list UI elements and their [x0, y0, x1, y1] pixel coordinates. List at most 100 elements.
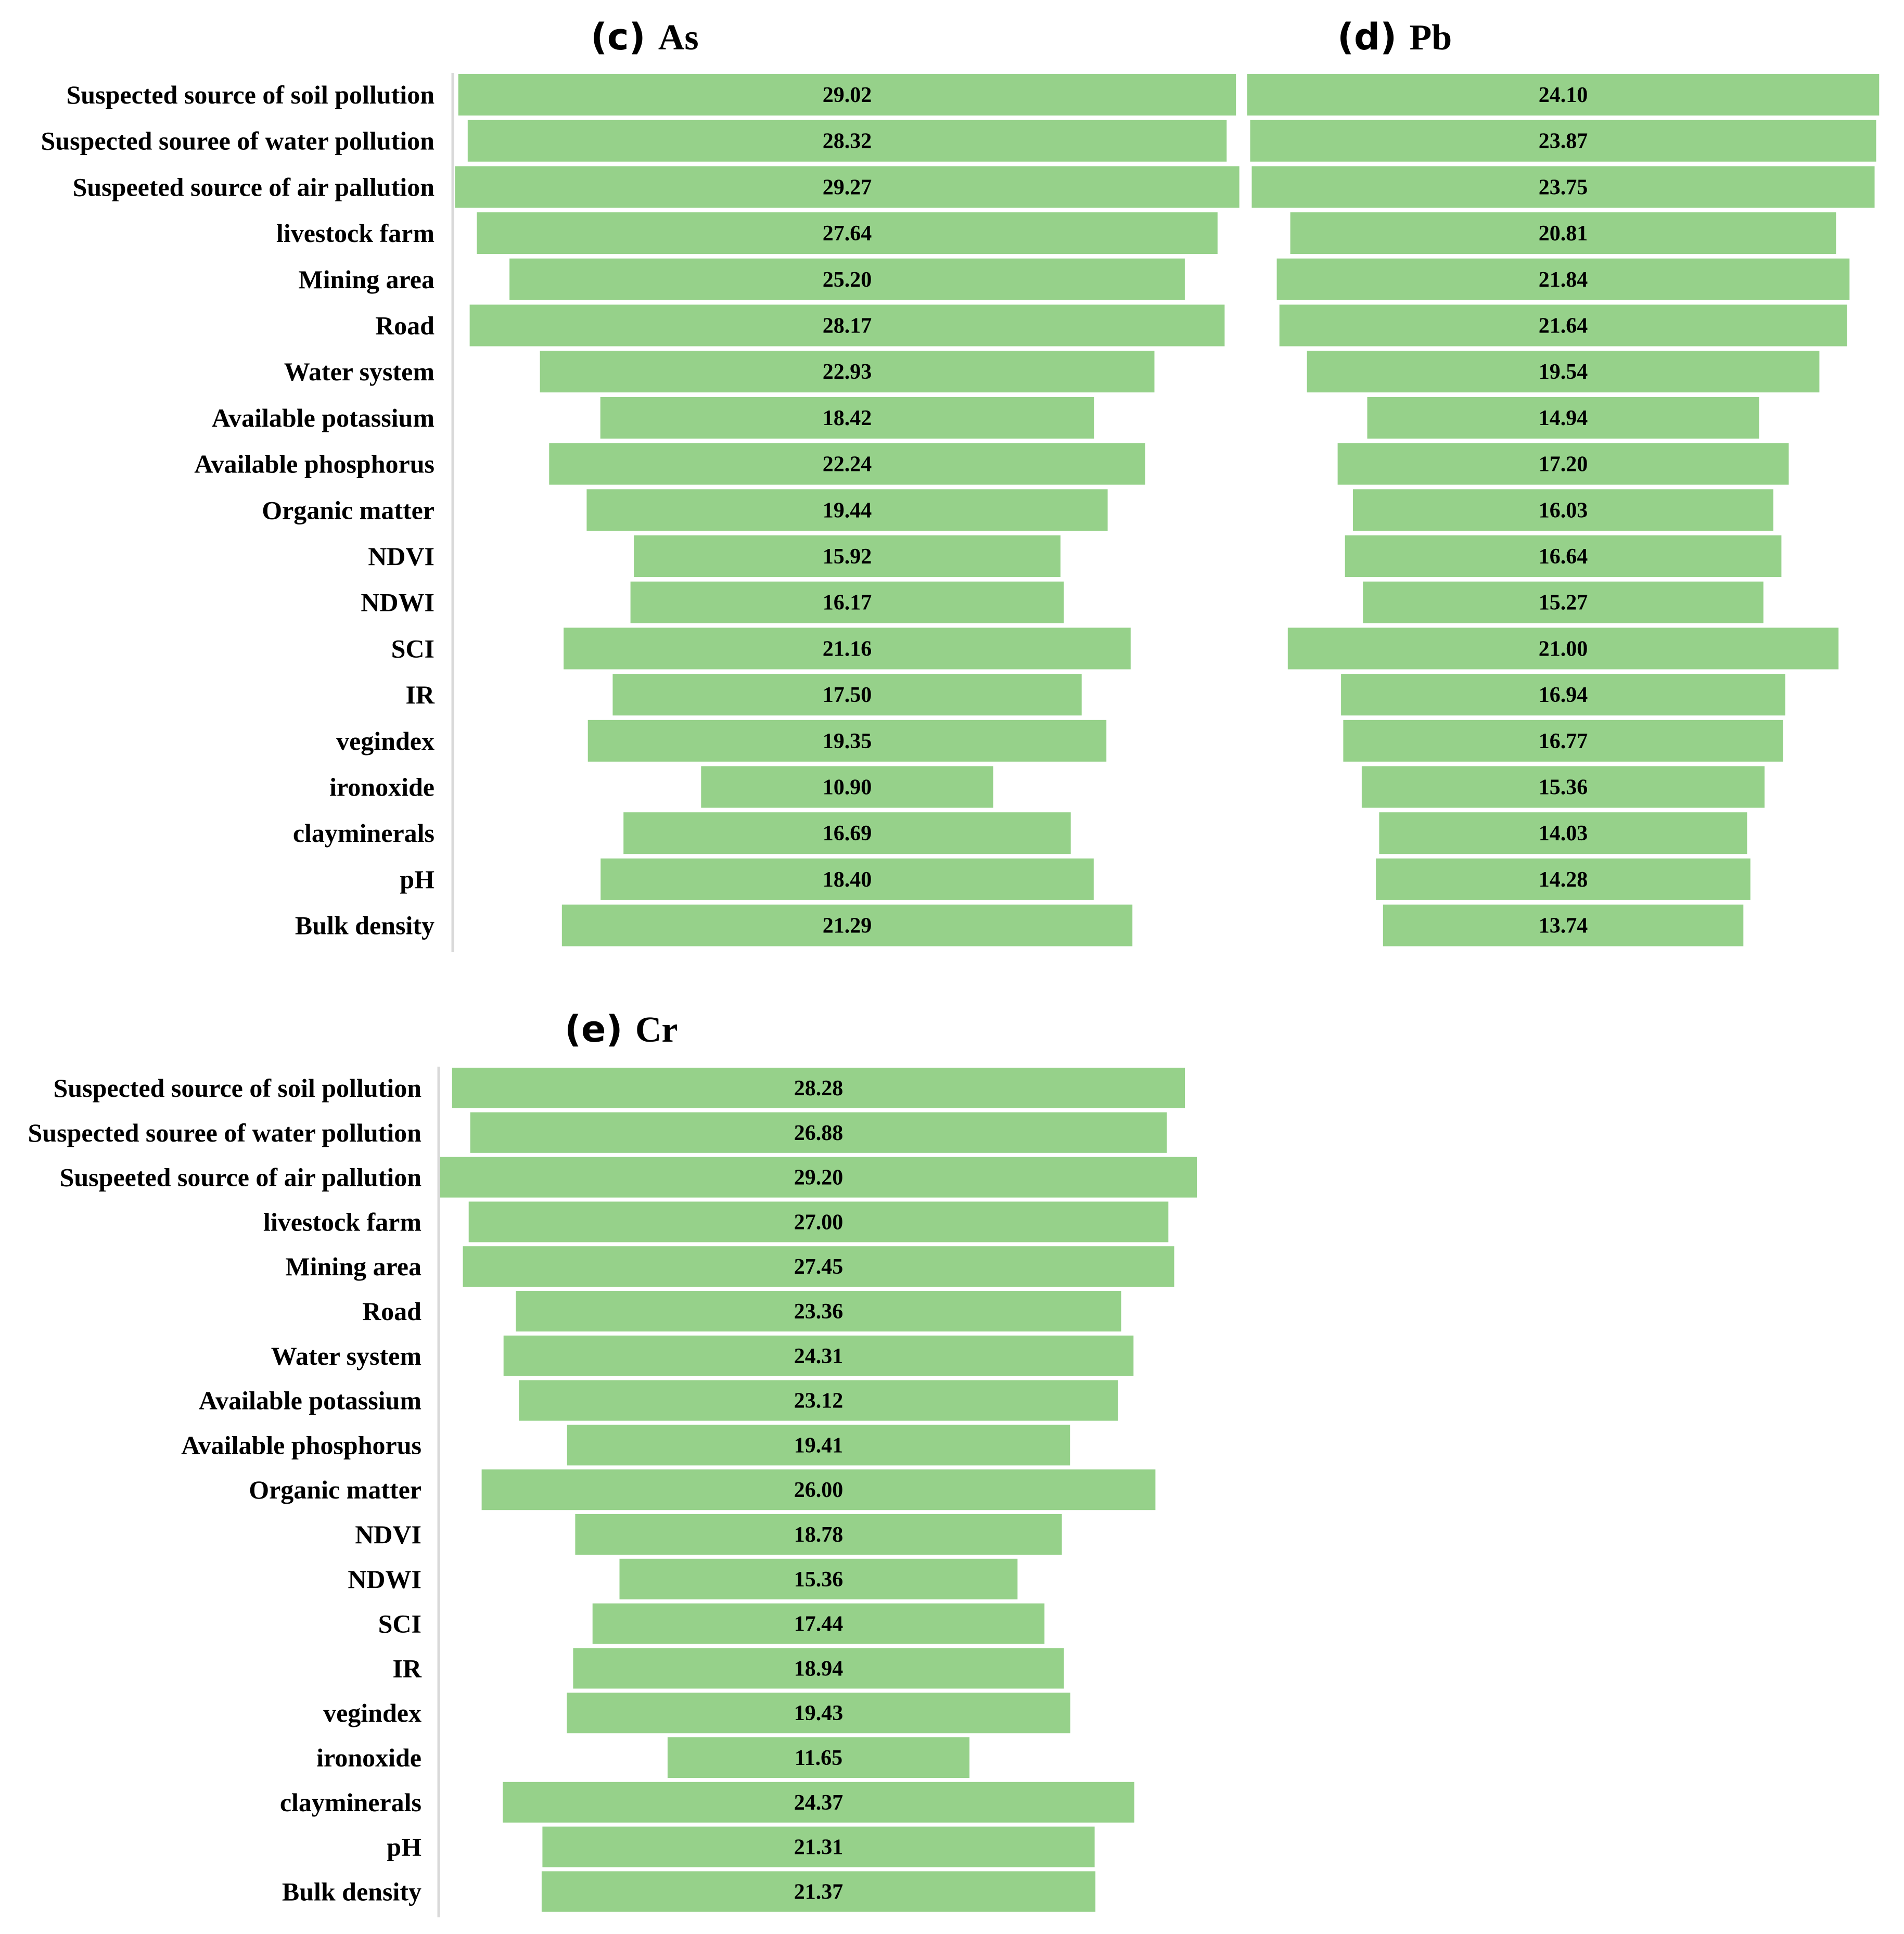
bar [1250, 120, 1876, 162]
bar [1361, 766, 1765, 808]
data-label: 15.92 [823, 545, 872, 569]
bar [477, 212, 1218, 254]
bar [612, 674, 1082, 716]
bar [1345, 535, 1782, 577]
bar [623, 812, 1071, 854]
data-label: 21.16 [823, 637, 872, 661]
chart-title-symbol: As [658, 18, 699, 58]
category-label: ironoxide [316, 1743, 421, 1772]
category-label: Water system [271, 1341, 421, 1371]
data-label: 14.28 [1539, 868, 1588, 892]
data-label: 10.90 [823, 776, 872, 800]
data-label: 23.36 [794, 1300, 844, 1324]
category-label: livestock farm [263, 1207, 421, 1236]
data-label: 29.02 [823, 83, 872, 107]
data-label: 17.44 [794, 1612, 844, 1636]
bar [503, 1335, 1134, 1376]
category-label: Suspected source of soil pollution [67, 80, 435, 109]
bar [452, 1068, 1185, 1108]
data-label: 19.54 [1539, 360, 1588, 384]
bar [455, 166, 1239, 208]
bar [567, 1693, 1070, 1734]
data-label: 19.44 [823, 498, 872, 522]
category-label: Mining area [285, 1252, 421, 1281]
data-label: 21.84 [1539, 268, 1588, 292]
bar [600, 858, 1094, 900]
category-label: NDVI [368, 542, 435, 571]
bar [630, 581, 1064, 623]
category-label: livestock farm [276, 219, 435, 248]
bar [1337, 443, 1789, 485]
data-label: 17.20 [1539, 453, 1588, 477]
category-label: Available phosphorus [194, 450, 435, 479]
bar [1379, 812, 1747, 854]
chart-title-prefix: (d) [1337, 16, 1409, 58]
chart-title-prefix: (e) [565, 1008, 635, 1051]
bar [469, 304, 1225, 347]
data-label: 18.94 [794, 1657, 844, 1681]
data-label: 19.43 [794, 1701, 844, 1725]
bar [1279, 304, 1847, 347]
data-label: 24.37 [794, 1791, 844, 1815]
data-label: 21.31 [794, 1836, 844, 1860]
chart-title-symbol: Pb [1409, 18, 1452, 58]
bar [1290, 212, 1836, 254]
data-label: 16.03 [1539, 498, 1588, 522]
bar [561, 904, 1133, 946]
category-label: SCI [378, 1609, 421, 1638]
chart-panel-pb: (d) Pb 24.10 23.87 23.75 20.81 21.84 21.64 19.5… [1247, 16, 1880, 946]
bar [470, 1112, 1167, 1153]
category-label: clayminerals [280, 1788, 421, 1817]
bar [542, 1826, 1095, 1867]
bar [1251, 166, 1875, 208]
data-label: 21.29 [823, 914, 872, 938]
data-label: 18.42 [823, 406, 872, 430]
data-label: 24.10 [1539, 83, 1588, 107]
data-label: 27.64 [823, 222, 872, 246]
bar [463, 1246, 1174, 1287]
data-label: 28.32 [823, 130, 872, 153]
bar [541, 1871, 1096, 1912]
category-label: Available potassium [212, 403, 435, 432]
data-label: 27.45 [794, 1255, 844, 1279]
bar [1276, 258, 1850, 300]
data-label: 16.64 [1539, 545, 1588, 569]
category-label: pH [400, 865, 435, 894]
category-label: Suspected souree of water pollution [28, 1118, 422, 1147]
data-label: 19.35 [823, 729, 872, 753]
data-label: 16.69 [823, 822, 872, 846]
data-label: 16.94 [1539, 683, 1588, 707]
data-label: 16.77 [1539, 729, 1588, 753]
category-label: Suspected source of soil pollution [54, 1073, 422, 1103]
category-label: Bulk density [295, 911, 435, 940]
category-label: Suspeeted source of air pallution [73, 172, 435, 201]
bar [440, 1157, 1197, 1198]
chart-title-prefix: (c) [591, 16, 658, 58]
category-label: Organic matter [249, 1475, 421, 1504]
bar [634, 535, 1060, 577]
category-label: Suspeeted source of air pallution [60, 1163, 422, 1192]
bar [467, 120, 1227, 162]
bar [549, 443, 1145, 485]
category-label: NDWI [361, 588, 435, 617]
category-label: NDVI [355, 1520, 421, 1549]
bar [1307, 351, 1820, 393]
category-label: pH [387, 1833, 421, 1862]
data-label: 29.27 [823, 175, 872, 199]
bar [1341, 674, 1785, 716]
bar [1376, 858, 1750, 900]
bar [567, 1425, 1070, 1466]
bar [575, 1514, 1062, 1555]
bar [481, 1469, 1156, 1510]
bar [587, 720, 1107, 762]
bar [458, 74, 1236, 116]
bar [519, 1380, 1118, 1421]
chart-title: (d) Pb [1337, 16, 1452, 58]
category-label: Bulk density [282, 1877, 421, 1906]
data-label: 17.50 [823, 683, 872, 707]
bar [564, 627, 1131, 670]
data-label: 15.27 [1539, 591, 1588, 615]
data-label: 21.00 [1539, 637, 1588, 661]
data-label: 18.40 [823, 868, 872, 892]
data-label: 25.20 [823, 268, 872, 292]
